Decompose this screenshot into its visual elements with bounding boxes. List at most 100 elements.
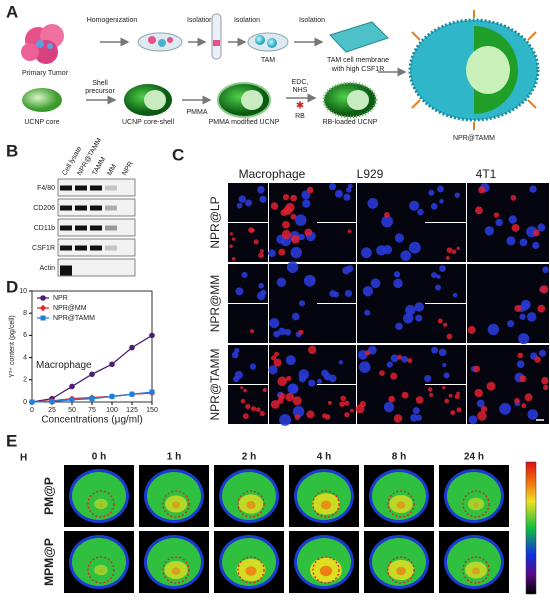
cell [240,398,246,404]
band [75,225,87,231]
cell [282,220,290,229]
image-panel [357,264,425,343]
cell [415,314,423,322]
cell [303,274,316,287]
cell [386,361,393,368]
cell [259,249,264,253]
point [149,389,155,395]
cell [439,265,446,272]
cell [238,195,247,203]
row-label: MPM@P [42,538,56,586]
cell [450,410,456,416]
panel-letter: E [6,431,17,450]
cell [518,333,530,345]
cell [231,351,239,359]
band [90,205,102,211]
cell [344,412,350,418]
y-tick-label: 10 [19,288,27,295]
time-label: 8 h [392,452,406,463]
cell [456,246,460,251]
cell [510,194,517,201]
cell [294,214,307,226]
cell [477,411,487,421]
band [60,265,72,276]
cell [268,249,276,258]
step-label: Isolation [299,17,325,24]
band [105,225,117,231]
hotspot [320,500,332,510]
cell [298,300,306,307]
time-label: 2 h [242,452,256,463]
cell [431,346,439,354]
roi [387,556,415,584]
cell [438,348,447,357]
cell [294,414,301,420]
point [29,399,35,405]
cell [431,272,438,279]
band [90,185,102,191]
cell [428,189,435,196]
hotspot [245,566,257,576]
cell [424,374,432,383]
cell [322,413,328,419]
cell [430,203,438,210]
cell [289,384,299,394]
cell [278,392,286,400]
y-axis-label: Y³⁺ content (pg/cell) [9,315,16,377]
point [69,383,75,390]
step-label: Homogenization [87,17,138,24]
cell [335,189,344,198]
step-label: NHS [293,87,308,94]
cell [234,347,240,354]
cell [446,247,453,254]
product-particle [408,10,540,130]
step-label: precursor [85,88,115,95]
cell [231,257,236,261]
cell [454,394,460,400]
point [40,315,46,321]
cell [339,401,345,407]
x-tick-label: 125 [126,407,138,414]
cell [390,354,399,363]
schematic: Primary Tumor Homogenization Isolation I… [21,10,540,142]
cell [277,376,288,387]
cell [270,400,280,409]
y-tick-label: 4 [23,354,27,361]
cell [278,327,286,336]
image-panel [467,264,549,343]
cell [235,287,244,296]
step-label: TAM [261,57,275,64]
column-title: L929 [357,167,384,181]
cell [473,365,481,373]
hotspot [98,503,104,507]
roi [87,490,115,518]
step-label: Primary Tumor [22,70,69,77]
cell [285,355,296,366]
cell [308,345,317,355]
image-panel [424,183,466,222]
x-tick-label: 100 [106,407,118,414]
cell [259,195,267,203]
cell [415,396,424,404]
row-label: NPR@LP [208,196,222,248]
roi [462,556,490,584]
cell [476,399,485,408]
hotspot [319,565,333,577]
cell [240,386,244,390]
cell [429,392,434,397]
cell [442,322,448,327]
cell [467,326,476,334]
y-tick-label: 2 [23,377,27,384]
cell [442,385,446,390]
cell [427,387,433,392]
hotspot [472,567,480,575]
hotspot [171,567,181,575]
roi [312,490,340,518]
cell [292,396,302,406]
cell [242,413,249,420]
cell [529,185,537,193]
hotspot [98,569,104,573]
hotspot [94,498,108,510]
x-tick-label: 25 [48,407,56,414]
